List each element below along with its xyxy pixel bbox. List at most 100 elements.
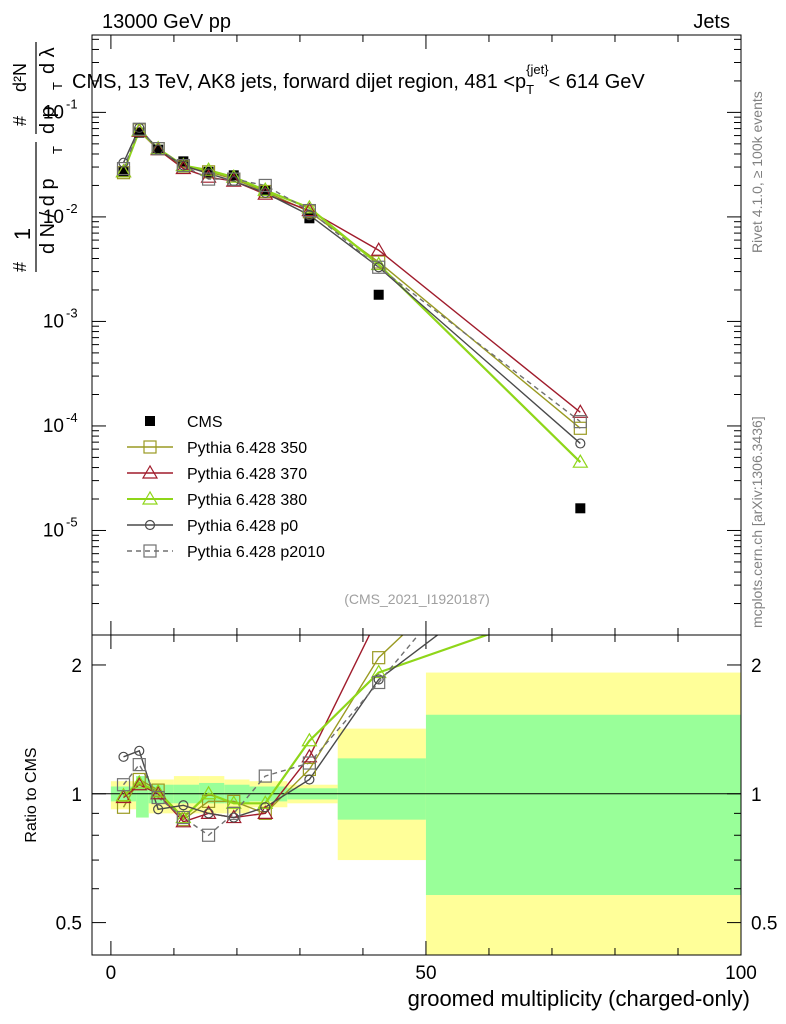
ratio-point-4-3 [176,810,190,825]
data-point-3-0 [115,163,132,178]
ratio-point-0-0 [116,800,131,814]
series-line-2 [122,130,581,413]
ratio-point-3-8 [373,674,384,685]
x-axis-label: groomed multiplicity (charged-only) [408,986,750,1011]
ratio-series-markers [115,651,387,842]
data-point-0-8 [373,289,384,300]
legend-label: CMS [187,414,223,431]
ratio-point-4-6 [258,769,272,783]
ylabel-one: 1 [10,228,35,240]
ylabel-dpdl: d p [37,106,59,134]
x-tick-label: 0 [106,963,117,984]
data-point-5-2 [151,142,165,156]
ratio-y-tick-label: 2 [71,656,82,677]
data-point-3-4 [200,161,217,176]
ratio-series-lines [122,635,491,837]
ratio-point-2-5 [225,795,242,809]
ratio-point-3-3 [178,800,189,811]
main-y-tick-exponent: -5 [66,514,78,529]
ratio-point-2-1 [131,774,148,789]
ylabel-T2: T [50,82,65,90]
data-point-2-9 [572,404,589,418]
data-point-4-8 [373,262,384,273]
ylabel-d2N: d²N [10,63,30,92]
data-point-0-4 [203,166,214,177]
data-point-2-6 [257,185,274,200]
ratio-point-1-6 [257,805,274,819]
ratio-point-3-6 [260,802,271,813]
plot-title: CMS, 13 TeV, AK8 jets, forward dijet reg… [72,62,645,97]
series-line-5 [122,127,581,423]
main-y-tick-exponent: -2 [66,201,78,216]
ratio-point-4-4 [201,828,216,842]
ratio-point-2-8 [370,664,387,679]
data-point-0-2 [153,144,164,155]
ratio-axes: 0.5 0.5 1 1 2 2 0 50 100 [56,635,777,984]
data-point-5-6 [258,178,272,193]
data-point-0-6 [260,185,271,196]
main-y-tick-exponent: -3 [66,305,78,320]
ratio-point-0-1 [132,772,146,787]
ratio-line-4 [122,635,420,837]
data-point-3-9 [572,454,589,468]
ratio-point-4-7 [302,756,316,770]
ratio-point-3-0 [118,751,129,762]
ratio-point-2-7 [301,732,318,747]
ratio-point-3-4 [203,808,214,819]
main-y-tick-label: 10 [43,520,64,541]
plot-title-prefix: CMS, 13 TeV, AK8 jets, forward dijet reg… [72,71,526,93]
ratio-point-3-1 [134,745,145,756]
ylabel-hash-2: # [10,116,30,126]
ratio-point-2-0 [115,787,132,802]
ratio-point-3-2 [153,804,164,815]
series-line-3 [122,128,582,463]
legend-marker [141,490,159,505]
ratio-panel: 0.5 0.5 1 1 2 2 0 50 100 [56,634,777,984]
ratio-point-1-3 [175,813,192,828]
data-point-5-4 [201,172,216,186]
legend-marker [145,416,155,426]
plot-title-suffix: < 614 GeV [549,71,646,93]
ratio-point-4-5 [227,806,241,820]
header-category: Jets [693,11,730,33]
ylabel-dN: d N / d p [37,178,59,254]
ratio-y-tick-label-right: 1 [751,785,762,806]
ylabel-lambda: d λ [37,47,59,74]
ratio-point-0-8 [372,651,386,665]
main-y-label: # 1 d N / d p T # d²N d p T d λ [10,42,65,272]
legend-marker [144,519,156,531]
ratio-point-3-7 [304,774,315,785]
data-point-2-8 [370,242,387,256]
main-axes: 10-110-210-310-410-5 [43,35,742,635]
data-point-0-9 [575,503,586,514]
data-point-4-9 [575,438,586,449]
legend-label: Pythia 6.428 p0 [187,518,298,535]
x-tick-label: 50 [415,963,436,984]
main-series-lines [122,126,582,463]
plot-title-sub: T [526,82,534,97]
ratio-uncertainty-bands [110,672,741,955]
ratio-frame [91,634,742,956]
ratio-point-3-5 [228,812,239,823]
ratio-band-inner [425,714,741,896]
legend-label: Pythia 6.428 370 [187,466,307,483]
data-point-5-7 [302,203,316,218]
ratio-point-1-0 [115,789,132,804]
legend-label: Pythia 6.428 380 [187,492,307,509]
ratio-point-4-0 [116,778,131,792]
legend-label: Pythia 6.428 350 [187,440,307,457]
data-point-3-5 [225,168,242,183]
ratio-point-2-6 [257,795,274,809]
main-y-tick-label: 10 [43,416,64,437]
main-y-tick-label: 10 [43,102,64,123]
ylabel-T: T [50,146,65,154]
ratio-line-2 [122,635,491,820]
data-point-5-3 [176,158,190,173]
ratio-point-4-1 [132,758,146,772]
legend-marker [143,440,157,454]
data-point-5-9 [573,415,587,429]
ratio-point-4-8 [372,675,386,690]
data-point-3-7 [301,199,318,214]
ylabel-hash-1: # [10,262,30,272]
